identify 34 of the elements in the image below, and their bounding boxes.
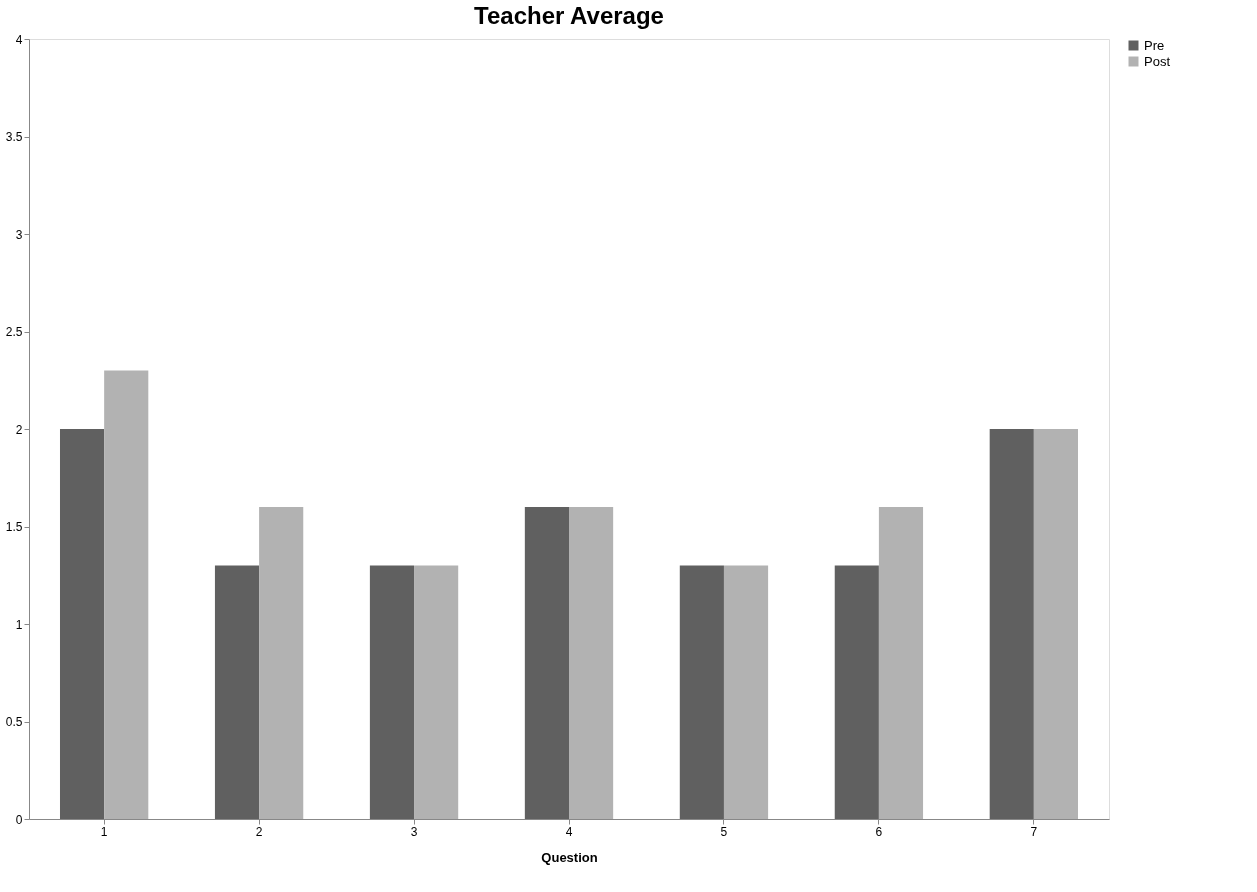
bar	[104, 370, 149, 819]
y-tick-label: 3	[15, 227, 23, 242]
bar	[569, 507, 614, 819]
bar	[524, 507, 569, 819]
bar	[679, 565, 724, 819]
y-tick-label: 2	[15, 422, 23, 437]
x-tick-label: 5	[720, 824, 728, 839]
bar	[214, 565, 260, 819]
bar	[1033, 429, 1079, 819]
bar	[414, 565, 459, 819]
chart-title: Teacher Average	[474, 2, 664, 29]
legend-label: Pre	[1144, 37, 1165, 53]
y-tick-label: 1	[15, 617, 23, 632]
y-tick-label: 4	[15, 32, 23, 47]
x-tick-label: 4	[565, 824, 573, 839]
bar	[59, 429, 105, 819]
bar	[878, 507, 924, 819]
y-tick-label: 3.5	[5, 130, 23, 144]
y-tick-label: 0.5	[5, 715, 23, 729]
y-tick-label: 1.5	[5, 520, 23, 534]
bar	[369, 565, 415, 819]
bar	[723, 565, 769, 819]
x-tick-label: 3	[410, 824, 418, 839]
x-tick-label: 2	[255, 824, 263, 839]
y-tick-label: 2.5	[5, 325, 23, 339]
bar	[834, 565, 879, 819]
x-tick-label: 6	[875, 824, 883, 839]
x-tick-label: 7	[1030, 824, 1038, 839]
legend-label: Post	[1144, 53, 1171, 69]
x-tick-label: 1	[100, 824, 108, 839]
y-tick-label: 0	[15, 812, 23, 827]
bar	[989, 429, 1034, 819]
x-axis-title: Question	[541, 849, 598, 865]
bar	[259, 507, 304, 819]
